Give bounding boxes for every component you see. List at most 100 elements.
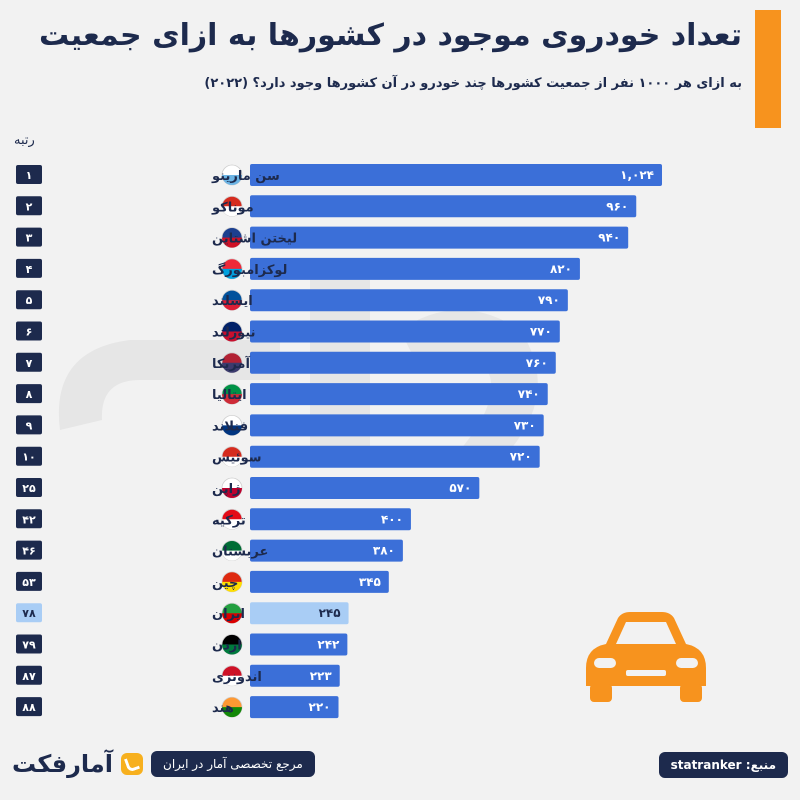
- rank-label: ۱۰: [22, 451, 35, 464]
- category-label: سن مارینو: [211, 169, 280, 184]
- category-label: ایسلند: [212, 294, 253, 309]
- data-label: ۳۴۵: [359, 575, 381, 589]
- bar: [250, 664, 340, 687]
- flag-icon-part: [222, 394, 242, 405]
- rank-box: [16, 321, 42, 341]
- category-label: آمریکا: [212, 355, 250, 372]
- rank-label: ۹: [26, 419, 33, 432]
- brand-logo-icon: [121, 753, 143, 775]
- data-label: ۹۶۰: [606, 199, 628, 213]
- bar: [250, 633, 348, 656]
- bar: [250, 602, 349, 625]
- data-label: ۷۴۰: [518, 387, 540, 401]
- rank-box: [16, 227, 42, 247]
- bar: [250, 508, 411, 531]
- category-label: چین: [212, 576, 238, 591]
- chart-subtitle: به ازای هر ۱۰۰۰ نفر از جمعیت کشورها چند …: [204, 76, 742, 91]
- rank-label: ۷: [26, 357, 33, 370]
- bar: [250, 445, 540, 468]
- rank-box: [16, 415, 42, 435]
- flag-icon-part: [222, 300, 242, 311]
- bar: [250, 570, 389, 593]
- flag-icon-part: [222, 362, 242, 373]
- bar: [250, 414, 544, 437]
- flag-icon-part: [222, 175, 242, 185]
- rank-box: [16, 665, 42, 685]
- footer-brand: آمارفکت مرجع تخصصی آمار در ایران: [12, 748, 315, 780]
- rank-box: [16, 634, 42, 654]
- data-label: ۱,۰۲۴: [620, 168, 654, 182]
- flag-icon-part: [222, 331, 242, 342]
- rank-label: ۷۸: [22, 607, 36, 620]
- brand-tagline: مرجع تخصصی آمار در ایران: [151, 751, 315, 777]
- rank-label: ۲۵: [22, 482, 36, 495]
- rank-box: [16, 290, 42, 310]
- rank-label: ۸۷: [22, 670, 36, 683]
- data-label: ۲۲۰: [309, 700, 331, 714]
- rank-label: ۴: [26, 263, 33, 276]
- data-label: ۳۸۰: [373, 544, 395, 558]
- category-label: لیختن اشتاین: [212, 232, 297, 247]
- rank-label: ۲: [26, 200, 33, 213]
- data-label: ۷۹۰: [538, 293, 560, 307]
- bar: [250, 539, 403, 562]
- rank-box: [16, 352, 42, 372]
- category-label: ایتالیا: [212, 388, 247, 403]
- data-label: ۲۴۲: [317, 638, 340, 652]
- data-label: ۸۲۰: [550, 262, 572, 276]
- data-label: ۹۴۰: [598, 231, 620, 245]
- category-label: موناکو: [211, 200, 254, 215]
- rank-label: ۸: [26, 388, 33, 401]
- data-label: ۷۲۰: [510, 450, 532, 464]
- rank-box: [16, 384, 42, 404]
- bar: [250, 696, 339, 719]
- rank-box: [16, 540, 42, 560]
- rank-box: [16, 446, 42, 466]
- data-label: ۲۴۵: [319, 606, 341, 620]
- data-label: ۵۷۰: [449, 481, 471, 495]
- rank-box: [16, 258, 42, 278]
- flag-icon-part: [222, 456, 242, 467]
- flag-icon-part: [222, 613, 242, 624]
- flag-icon-part: [222, 550, 242, 561]
- rank-label: ۵۳: [22, 576, 36, 589]
- data-label: ۷۷۰: [530, 325, 552, 339]
- bar: [250, 320, 560, 343]
- flag-icon-part: [222, 675, 242, 686]
- bar: [250, 257, 580, 280]
- rank-label: ۶: [26, 326, 33, 339]
- bar: [250, 383, 548, 406]
- rank-column-header: رتبه: [14, 133, 35, 148]
- bar: [250, 477, 480, 499]
- category-label: ایران: [212, 607, 245, 622]
- bar: [250, 289, 568, 312]
- flag-icon-part: [222, 519, 242, 530]
- bar-chart: ۱,۰۲۴ ۱ سن مارینو ۹۶۰ ۲ موناکو ۹۴۰ ۳ لیختن اشتای…: [16, 164, 662, 719]
- flag-icon-part: [222, 488, 242, 498]
- rank-box: [16, 165, 42, 184]
- chart-title: تعداد خودروی موجود در کشورها به ازای جمع…: [38, 18, 742, 53]
- rank-label: ۸۸: [22, 701, 36, 714]
- flag-icon-part: [222, 707, 242, 718]
- data-label: ۷۳۰: [514, 418, 536, 432]
- rank-label: ۵: [26, 294, 33, 307]
- category-label: ژاپن: [212, 482, 241, 497]
- source-label: منبع: statranker: [658, 752, 788, 778]
- category-label: ترکیه: [212, 513, 246, 528]
- category-label: عربستان: [212, 545, 268, 560]
- rank-box: [16, 196, 42, 216]
- category-label: لوکزامبورگ: [212, 261, 287, 278]
- car-icon: [586, 612, 706, 702]
- flag-icon-part: [222, 425, 242, 436]
- rank-label: ۴۲: [22, 513, 36, 526]
- data-label: ۷۶۰: [526, 356, 548, 370]
- flag-icon-part: [222, 581, 242, 592]
- category-label: اردن: [212, 639, 242, 654]
- category-label: نیوزلند: [212, 326, 256, 341]
- bar: [250, 351, 556, 374]
- flag-icon-part: [222, 206, 242, 217]
- rank-box: [16, 603, 42, 623]
- data-label: ۴۰۰: [381, 512, 403, 526]
- bar: [250, 226, 629, 249]
- bar: [250, 164, 662, 186]
